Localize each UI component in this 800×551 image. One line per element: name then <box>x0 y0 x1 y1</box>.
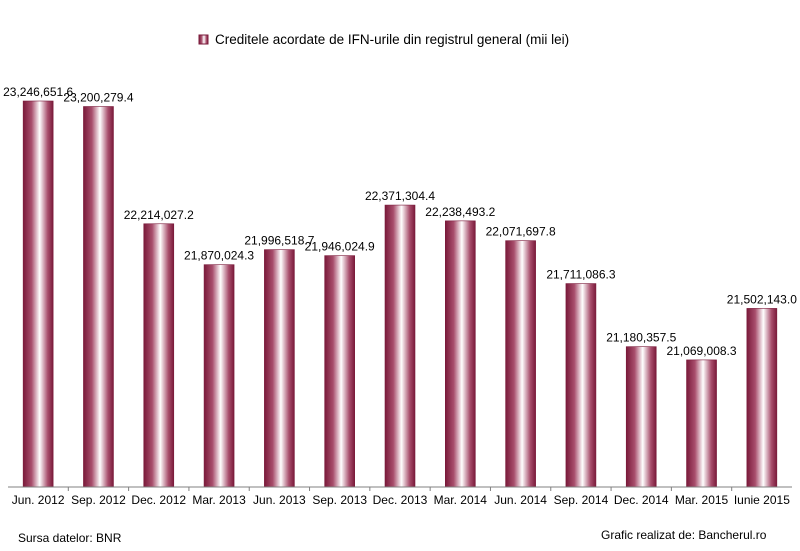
data-label: 22,071,697.8 <box>486 225 556 239</box>
data-label: 22,214,027.2 <box>124 208 194 222</box>
data-label: 23,200,279.4 <box>63 91 133 105</box>
data-label: 21,502,143.0 <box>727 292 797 306</box>
x-tick-label: Mar. 2014 <box>434 493 488 507</box>
x-tick-label: Sep. 2013 <box>312 493 367 507</box>
bar <box>264 249 295 488</box>
x-tick-label: Sep. 2014 <box>554 493 609 507</box>
bar <box>565 283 597 488</box>
x-tick-label: Jun. 2013 <box>253 493 306 507</box>
legend-swatch <box>198 34 209 45</box>
x-tick-label: Dec. 2012 <box>131 493 186 507</box>
data-label: 21,180,357.5 <box>606 331 676 345</box>
x-tick-label: Dec. 2013 <box>373 493 428 507</box>
x-tick-label: Jun. 2012 <box>12 493 65 507</box>
x-tick-label: Jun. 2014 <box>494 493 547 507</box>
data-label: 21,711,086.3 <box>546 268 616 282</box>
data-label-group: 23,246,651.623,200,279.4 22,214,027.2 21,8… <box>3 85 797 358</box>
data-label: 21,996,518.7 <box>244 234 314 248</box>
bar <box>445 220 476 488</box>
bar <box>505 240 536 488</box>
data-label: 21,069,008.3 <box>666 344 736 358</box>
source-note: Sursa datelor: BNR <box>18 531 122 545</box>
x-tick-label: Sep. 2012 <box>71 493 126 507</box>
data-label: 22,238,493.2 <box>425 205 495 219</box>
bar <box>384 204 416 488</box>
bar <box>324 255 355 488</box>
legend-label: Creditele acordate de IFN-urile din regi… <box>215 32 569 47</box>
chart-legend: Creditele acordate de IFN-urile din regi… <box>198 32 569 47</box>
bar <box>83 106 114 488</box>
bar <box>746 308 778 488</box>
x-tick-label: Mar. 2015 <box>675 493 729 507</box>
bar <box>203 264 235 488</box>
data-label: 21,870,024.3 <box>184 249 254 263</box>
x-tick-label: Mar. 2013 <box>192 493 246 507</box>
data-label: 21,946,024.9 <box>305 240 375 254</box>
bar <box>22 100 54 488</box>
x-tick-label: Dec. 2014 <box>614 493 669 507</box>
data-label: 22,371,304.4 <box>365 189 435 203</box>
bar <box>625 346 657 488</box>
data-label: 23,246,651.6 <box>3 85 73 99</box>
bar <box>686 359 717 488</box>
bar-series <box>22 100 778 488</box>
x-tick-label: Iunie 2015 <box>734 493 790 507</box>
x-axis-ticks: Jun. 2012 Sep. 2012 Dec. 2012 Mar. 2013 Jun.… <box>12 487 790 507</box>
bar <box>143 223 175 488</box>
credit-note: Grafic realizat de: Bancherul.ro <box>601 528 767 542</box>
